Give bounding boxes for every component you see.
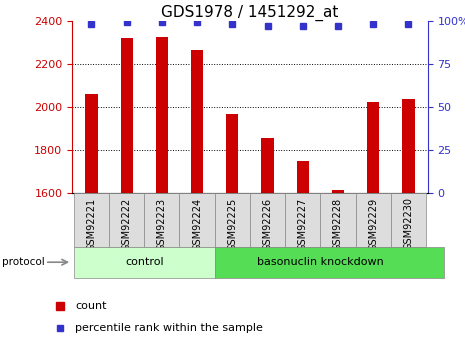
Bar xyxy=(226,115,239,193)
Bar xyxy=(74,247,215,278)
Bar xyxy=(285,193,320,247)
Text: GSM92227: GSM92227 xyxy=(298,197,308,251)
Bar xyxy=(74,193,109,247)
Bar xyxy=(320,193,356,247)
Bar xyxy=(391,193,426,247)
Text: GSM92225: GSM92225 xyxy=(227,197,237,251)
Bar xyxy=(367,101,379,193)
Bar xyxy=(297,161,309,193)
Bar xyxy=(261,138,274,193)
Bar xyxy=(402,99,415,193)
Text: control: control xyxy=(125,257,164,267)
Title: GDS1978 / 1451292_at: GDS1978 / 1451292_at xyxy=(161,4,339,21)
Bar xyxy=(179,193,215,247)
Bar xyxy=(332,190,344,193)
Text: GSM92229: GSM92229 xyxy=(368,197,378,250)
Bar xyxy=(215,193,250,247)
Text: GSM92223: GSM92223 xyxy=(157,197,167,250)
Text: GSM92230: GSM92230 xyxy=(404,197,413,250)
Bar xyxy=(109,193,144,247)
Text: GSM92221: GSM92221 xyxy=(86,197,96,250)
Bar xyxy=(356,193,391,247)
Bar xyxy=(191,50,203,193)
Bar xyxy=(120,38,133,193)
Text: protocol: protocol xyxy=(2,257,45,267)
Text: basonuclin knockdown: basonuclin knockdown xyxy=(257,257,384,267)
Text: GSM92228: GSM92228 xyxy=(333,197,343,250)
Bar xyxy=(250,193,285,247)
Text: GSM92226: GSM92226 xyxy=(263,197,272,250)
Bar xyxy=(215,247,444,278)
Text: percentile rank within the sample: percentile rank within the sample xyxy=(75,323,263,333)
Bar xyxy=(85,94,98,193)
Text: GSM92222: GSM92222 xyxy=(122,197,132,251)
Bar xyxy=(156,37,168,193)
Text: count: count xyxy=(75,301,107,311)
Text: GSM92224: GSM92224 xyxy=(192,197,202,250)
Bar xyxy=(144,193,179,247)
